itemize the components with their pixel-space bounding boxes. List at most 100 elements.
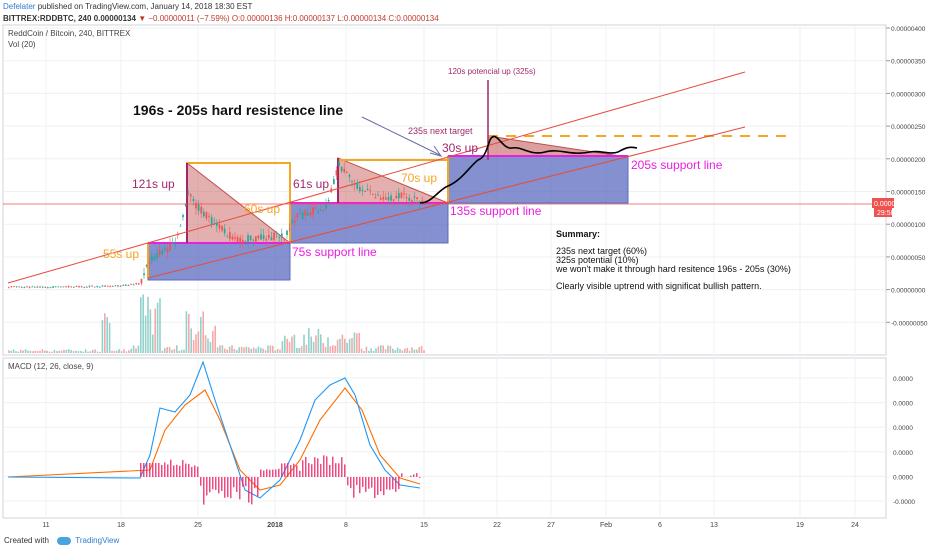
candle-body xyxy=(156,253,158,258)
volume-bar xyxy=(411,347,413,353)
macd-histogram-bar xyxy=(251,477,253,505)
volume-bar xyxy=(377,346,380,353)
up-55-label: 55s up xyxy=(103,247,139,261)
candle-body xyxy=(83,286,86,288)
publish-info: published on TradingView.com, January 14… xyxy=(37,2,253,11)
macd-y-tick-label: 0.0000 xyxy=(893,474,913,481)
volume-bar xyxy=(236,350,238,353)
chart-header: Defelater published on TradingView.com, … xyxy=(0,0,932,24)
volume-bar xyxy=(89,351,92,353)
volume-bar xyxy=(372,350,375,353)
volume-bar xyxy=(346,342,348,353)
y-tick-label: 0.00000300 xyxy=(891,91,926,98)
macd-histogram-bar xyxy=(209,477,211,493)
volume-bar xyxy=(156,302,159,353)
macd-histogram-bar xyxy=(416,473,418,477)
price-tag: 0.00000134 xyxy=(874,201,911,208)
macd-histogram-bar xyxy=(329,464,331,477)
macd-histogram-bar xyxy=(269,469,271,477)
candle-body xyxy=(348,174,351,177)
candle-body xyxy=(200,206,203,214)
candle-body xyxy=(229,232,231,239)
candle-body xyxy=(122,285,125,286)
volume-bar xyxy=(34,350,36,353)
volume-bar xyxy=(44,350,46,353)
candle-body xyxy=(304,210,307,216)
macd-histogram-bar xyxy=(296,465,298,477)
volume-bar xyxy=(300,346,303,353)
volume-bar xyxy=(27,350,29,353)
volume-bar xyxy=(274,350,276,353)
volume-bar xyxy=(284,335,286,353)
x-tick-label: 19 xyxy=(796,522,804,529)
macd-histogram-bar xyxy=(248,477,250,503)
volume-bar xyxy=(53,349,56,353)
macd-histogram-bar xyxy=(347,477,349,486)
volume-bar xyxy=(420,345,423,353)
volume-bar xyxy=(370,348,372,353)
macd-histogram-bar xyxy=(398,477,400,490)
candle-body xyxy=(169,243,171,251)
volume-bar xyxy=(418,347,420,353)
volume-bar xyxy=(212,330,214,353)
volume-bar xyxy=(404,348,406,353)
volume-bar xyxy=(392,348,394,353)
volume-bar xyxy=(116,350,118,353)
macd-histogram-bar xyxy=(242,477,244,487)
volume-bar xyxy=(161,350,164,353)
macd-histogram-bar xyxy=(215,477,217,490)
candle-body xyxy=(18,286,21,288)
candle-body xyxy=(242,240,244,243)
candle-body xyxy=(403,193,405,195)
volume-bar xyxy=(252,347,255,353)
resistance-arrow xyxy=(361,116,441,156)
candle-body xyxy=(197,204,200,211)
y-tick-label: 0.00000350 xyxy=(891,59,926,66)
candle-body xyxy=(31,286,34,288)
volume-bar xyxy=(137,345,140,353)
support-75-label: 75s support line xyxy=(292,245,377,259)
volume-bar xyxy=(281,341,284,353)
volume-legend: Vol (20) xyxy=(8,40,36,49)
candle-body xyxy=(413,196,416,198)
candle-body xyxy=(392,199,395,201)
candle-body xyxy=(184,204,187,206)
volume-bar xyxy=(20,349,22,353)
candle-body xyxy=(65,286,67,288)
chart-canvas[interactable]: 0.00000400 0.00000350 0.00000300 0.00000250… xyxy=(0,0,932,532)
hard-resistance-label: 196s - 205s hard resistence line xyxy=(133,102,343,118)
candle-body xyxy=(132,284,135,286)
volume-bar xyxy=(190,328,192,353)
candle-body xyxy=(330,188,333,193)
price-scale[interactable]: 0.00000400 0.00000350 0.00000300 0.00000250… xyxy=(886,26,928,506)
volume-bar xyxy=(308,328,310,353)
volume-bar xyxy=(113,350,116,353)
candle-body xyxy=(325,204,327,209)
macd-histogram-bar xyxy=(182,460,184,477)
x-tick-label: 8 xyxy=(344,522,348,529)
candle-body xyxy=(351,181,353,182)
author-link[interactable]: Defelater xyxy=(3,2,36,11)
volume-bar xyxy=(82,351,84,353)
candle-body xyxy=(249,235,252,241)
volume-bar xyxy=(140,297,142,353)
candle-body xyxy=(260,234,262,240)
countdown-bg xyxy=(874,208,892,217)
macd-histogram-bar xyxy=(350,477,352,489)
volume-bar xyxy=(272,345,274,353)
volume-bar xyxy=(101,320,104,353)
time-scale[interactable]: 11 18 25 2018 8 15 22 27 Feb 6 13 19 24 xyxy=(42,522,859,529)
volume-bar xyxy=(401,350,404,353)
macd-histogram-bar xyxy=(170,459,172,477)
candle-body xyxy=(377,194,379,196)
macd-histogram-bar xyxy=(353,477,355,498)
candle-body xyxy=(96,285,99,287)
candle-body xyxy=(112,285,114,287)
volume-bar xyxy=(12,349,15,353)
volume-bar xyxy=(70,350,72,353)
candle-body xyxy=(382,196,385,200)
volume-bar xyxy=(238,347,240,353)
tradingview-brand-link[interactable]: TradingView xyxy=(75,536,120,545)
volume-bar xyxy=(293,334,296,353)
volume-bar xyxy=(279,349,281,353)
